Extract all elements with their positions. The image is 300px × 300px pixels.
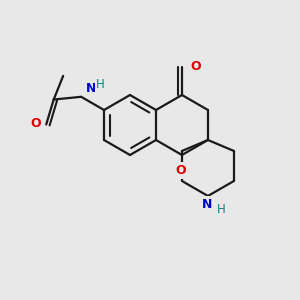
- Text: O: O: [31, 117, 41, 130]
- Text: H: H: [96, 78, 105, 91]
- Text: N: N: [86, 82, 97, 95]
- Text: H: H: [217, 203, 226, 216]
- Text: O: O: [190, 61, 201, 74]
- Text: O: O: [176, 164, 186, 177]
- Text: N: N: [202, 198, 212, 211]
